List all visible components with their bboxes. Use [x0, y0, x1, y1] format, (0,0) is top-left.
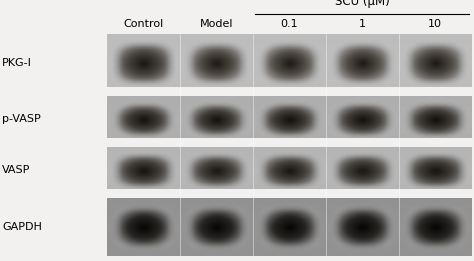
Text: 0.1: 0.1	[280, 19, 298, 29]
Text: GAPDH: GAPDH	[2, 222, 42, 232]
Text: Model: Model	[200, 19, 233, 29]
Bar	[107, 138, 472, 143]
Text: PKG-I: PKG-I	[2, 58, 32, 68]
Text: 1: 1	[359, 19, 365, 29]
Text: p-VASP: p-VASP	[2, 114, 41, 124]
Text: 10: 10	[428, 19, 442, 29]
Text: VASP: VASP	[2, 165, 31, 175]
Bar	[107, 189, 472, 193]
Text: Control: Control	[123, 19, 163, 29]
Bar	[107, 87, 472, 92]
Text: SCU (μM): SCU (μM)	[335, 0, 390, 8]
